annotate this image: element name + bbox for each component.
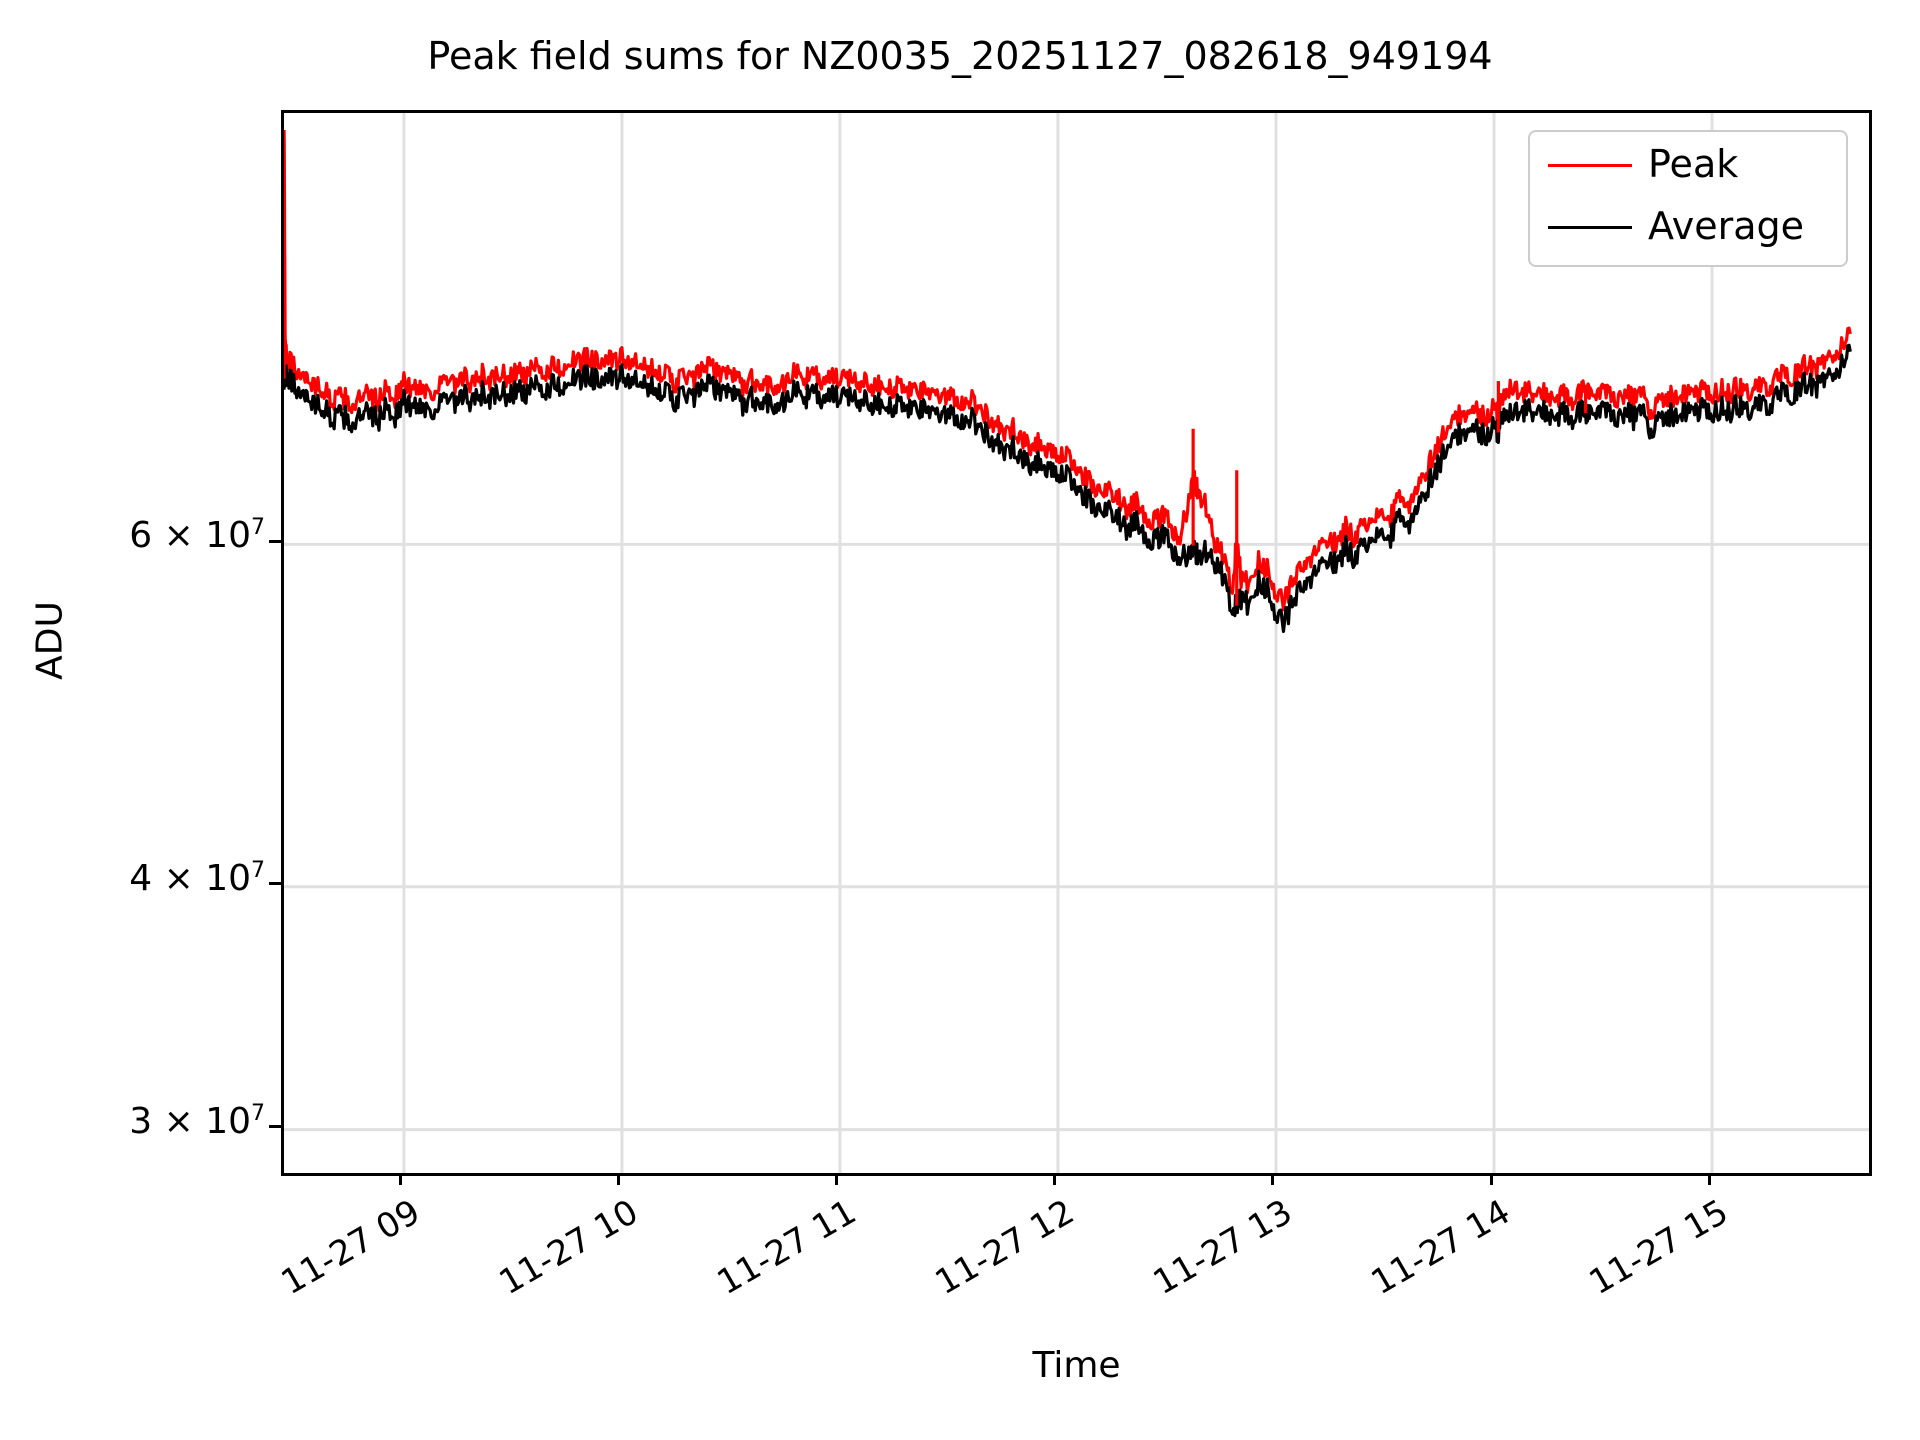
x-tick-label: 11-27 10 bbox=[492, 1192, 645, 1304]
x-tick-label: 11-27 12 bbox=[928, 1192, 1081, 1304]
series-line-average bbox=[284, 343, 1852, 633]
series-line-peak bbox=[284, 130, 1852, 612]
data-series-layer bbox=[284, 130, 1852, 633]
x-tick-mark bbox=[1053, 1173, 1057, 1185]
x-tick-mark bbox=[835, 1173, 839, 1185]
x-axis-label: Time bbox=[1032, 1345, 1121, 1386]
x-tick-mark bbox=[399, 1173, 403, 1185]
x-tick-mark bbox=[1489, 1173, 1493, 1185]
legend-item-average[interactable]: Average bbox=[1530, 198, 1850, 258]
legend-label: Average bbox=[1648, 204, 1805, 248]
legend-swatch-peak bbox=[1548, 164, 1632, 167]
y-tick-mark bbox=[269, 882, 281, 886]
x-tick-label: 11-27 13 bbox=[1146, 1192, 1299, 1304]
legend-swatch-average bbox=[1548, 226, 1632, 229]
x-tick-mark bbox=[1707, 1173, 1711, 1185]
y-tick-label: 4 × 107 bbox=[129, 857, 265, 899]
legend-label: Peak bbox=[1648, 142, 1739, 186]
x-tick-label: 11-27 15 bbox=[1582, 1192, 1736, 1304]
plot-svg bbox=[284, 113, 1869, 1173]
y-tick-mark bbox=[269, 539, 281, 543]
legend-item-peak[interactable]: Peak bbox=[1530, 136, 1850, 196]
x-tick-mark bbox=[617, 1173, 621, 1185]
x-tick-mark bbox=[1271, 1173, 1275, 1185]
x-tick-label: 11-27 11 bbox=[710, 1192, 863, 1304]
plot-area bbox=[281, 110, 1872, 1176]
x-tick-label: 11-27 09 bbox=[274, 1192, 427, 1304]
y-axis-label: ADU bbox=[29, 601, 71, 680]
y-tick-mark bbox=[269, 1125, 281, 1129]
x-tick-label: 11-27 14 bbox=[1364, 1192, 1517, 1304]
chart-title: Peak field sums for NZ0035_20251127_0826… bbox=[427, 34, 1493, 78]
y-tick-label: 3 × 107 bbox=[129, 1100, 265, 1142]
gridlines bbox=[284, 113, 1869, 1173]
legend: Peak Average bbox=[1528, 130, 1848, 267]
y-tick-label: 6 × 107 bbox=[129, 515, 265, 557]
